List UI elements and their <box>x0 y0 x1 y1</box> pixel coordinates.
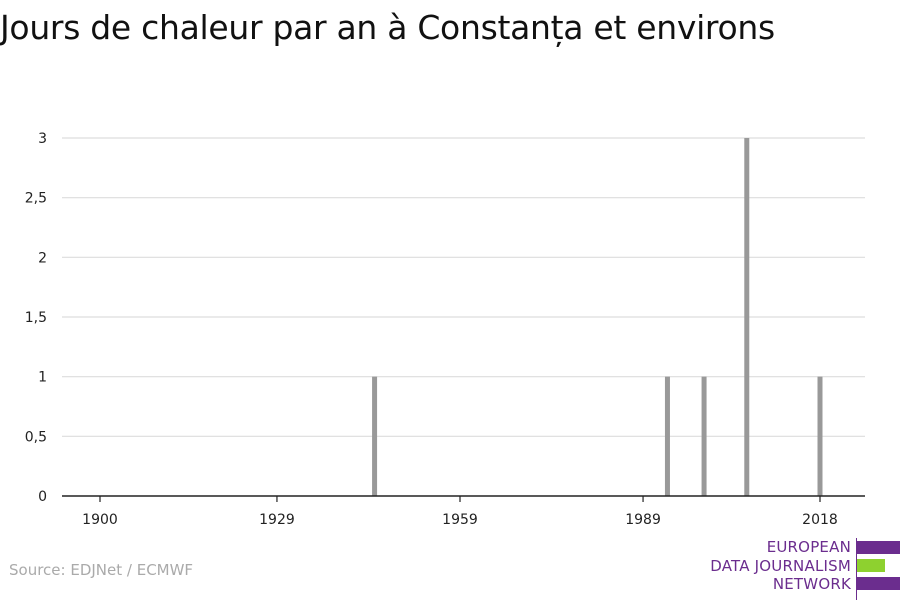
logo-line-2: DATA JOURNALISM <box>710 556 851 575</box>
logo-line-1: EUROPEAN <box>766 538 851 556</box>
x-tick-label: 1989 <box>625 512 661 528</box>
logo-bar-bottom <box>857 577 900 590</box>
y-axis-tick-labels: 0 0,5 1 1,5 2 2,5 3 <box>25 131 47 505</box>
logo-bar-middle <box>857 559 885 572</box>
y-tick-label: 2,5 <box>25 191 47 207</box>
y-tick-label: 2 <box>38 250 47 266</box>
x-axis-ticks: 1900 1929 1959 1989 2018 <box>82 496 838 528</box>
y-tick-label: 0,5 <box>25 429 47 445</box>
x-tick-label: 1929 <box>259 512 295 528</box>
bar <box>744 138 750 496</box>
x-tick-label: 1959 <box>442 512 478 528</box>
y-tick-label: 3 <box>38 131 47 147</box>
logo-text: EUROPEAN DATA JOURNALISM NETWORK <box>710 538 851 594</box>
source-note: Source: EDJNet / ECMWF <box>9 561 194 579</box>
chart-title: Jours de chaleur par an à Constanța et e… <box>0 8 775 47</box>
logo-bar-top <box>857 541 900 554</box>
y-tick-label: 1,5 <box>25 310 47 326</box>
edjnet-logo[interactable]: EUROPEAN DATA JOURNALISM NETWORK <box>700 538 900 600</box>
bar <box>372 376 378 496</box>
bar <box>817 376 823 496</box>
x-tick-label: 2018 <box>802 512 838 528</box>
logo-line-3: NETWORK <box>772 575 851 593</box>
bar <box>664 376 670 496</box>
bars <box>372 138 823 496</box>
x-tick-label: 1900 <box>82 512 118 528</box>
logo-divider <box>856 538 857 600</box>
y-tick-label: 0 <box>38 489 47 505</box>
y-tick-label: 1 <box>38 370 47 386</box>
bar <box>701 376 707 496</box>
gridlines <box>62 137 865 437</box>
